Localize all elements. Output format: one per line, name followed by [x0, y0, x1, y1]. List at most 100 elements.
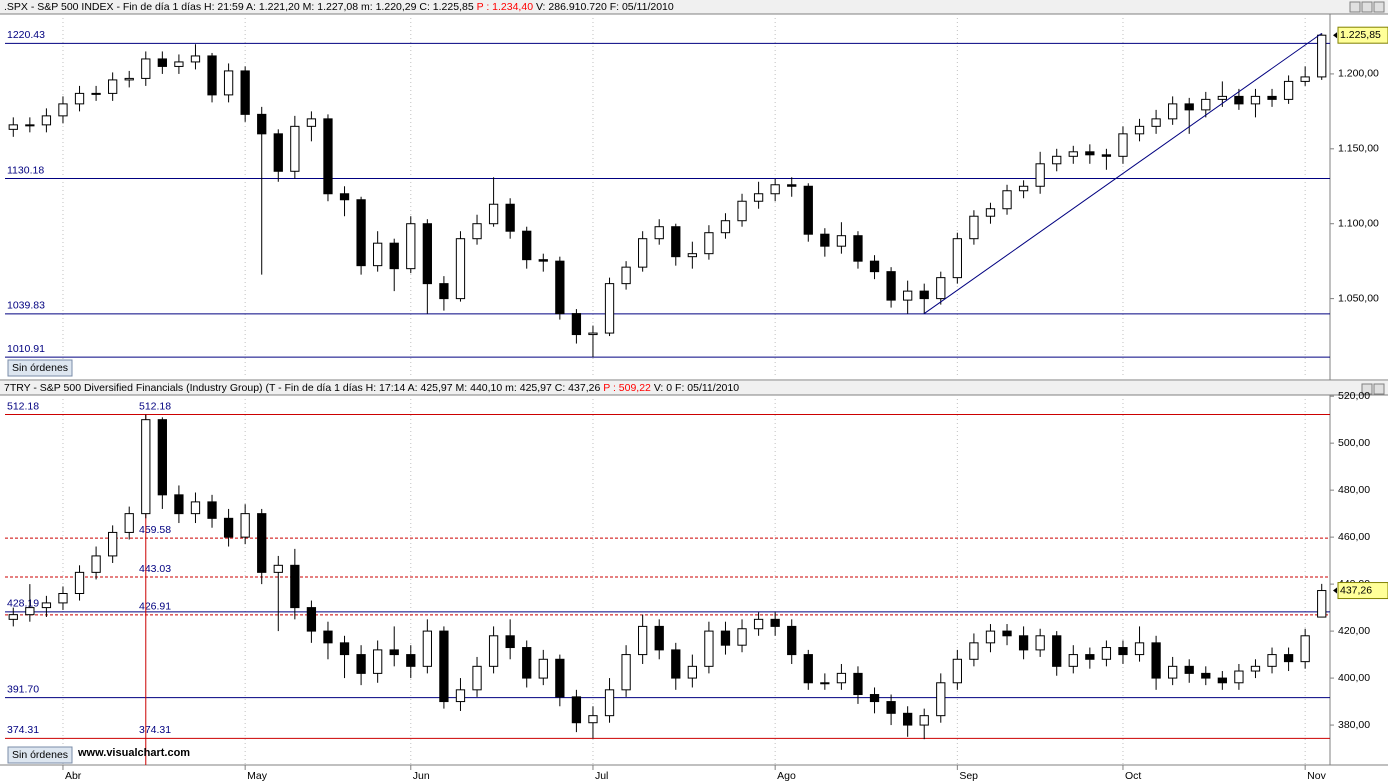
candle-body	[108, 531, 118, 557]
candle-body	[853, 235, 863, 262]
candle-body	[207, 55, 217, 96]
candle-body	[555, 260, 565, 315]
candle-body	[157, 58, 167, 67]
candle-body	[174, 61, 184, 67]
candle-body	[720, 220, 731, 234]
candle-body	[704, 232, 714, 255]
candle-body	[1250, 95, 1261, 105]
candle-body	[190, 55, 201, 63]
candle-body	[638, 238, 648, 268]
candle-body	[522, 647, 532, 679]
candle-body	[1052, 635, 1062, 667]
candle-body	[638, 625, 648, 656]
orders-button[interactable]	[7, 746, 73, 764]
candle-body	[472, 223, 482, 240]
candle-body	[820, 682, 830, 685]
candle-body	[571, 696, 582, 724]
minimize-button[interactable]	[1349, 1, 1361, 13]
candle-body	[1002, 190, 1012, 210]
candle-body	[389, 242, 399, 270]
candle-body	[1085, 654, 1095, 660]
close-button[interactable]	[1373, 1, 1385, 13]
candle-body	[1234, 95, 1244, 105]
header-bar	[0, 0, 1388, 14]
candle-body	[1118, 133, 1128, 157]
candle-body	[406, 654, 416, 667]
x-tick-label: Jun	[413, 770, 430, 782]
candle-body	[1317, 590, 1327, 618]
candle-body	[671, 226, 681, 258]
candle-body	[1068, 654, 1078, 667]
candle-body	[820, 233, 830, 247]
x-tick-label: Sep	[959, 770, 978, 782]
trendline	[923, 32, 1323, 314]
candle-body	[190, 501, 201, 515]
candle-body	[74, 92, 85, 105]
candle-body	[936, 682, 946, 717]
level-label: 426.91	[139, 601, 171, 613]
candle-body	[339, 193, 350, 201]
maximize-button[interactable]	[1361, 1, 1373, 13]
candle-body	[41, 602, 52, 609]
x-tick-label: Abr	[65, 770, 82, 782]
level-label: 443.03	[139, 563, 171, 575]
candle-body	[25, 124, 35, 127]
candle-body	[323, 630, 333, 644]
candle-body	[306, 607, 317, 632]
candle-body	[538, 259, 548, 262]
y-tick-label: 520,00	[1338, 390, 1370, 402]
y-tick-label: 400,00	[1338, 672, 1370, 684]
candle-body	[339, 642, 350, 656]
candle-body	[1035, 163, 1045, 187]
candle-body	[1085, 151, 1095, 156]
level-label: 428.19	[7, 598, 39, 610]
orders-button[interactable]	[7, 359, 73, 377]
candle-body	[141, 58, 151, 79]
candle-body	[8, 124, 18, 130]
candle-body	[58, 593, 68, 604]
candle-body	[952, 238, 962, 279]
candle-body	[604, 689, 615, 717]
watermark: www.visualchart.com	[77, 747, 190, 759]
candle-body	[240, 513, 250, 538]
candle-body	[1068, 151, 1078, 157]
candle-body	[1184, 103, 1194, 111]
candle-body	[588, 332, 598, 336]
candle-body	[555, 658, 565, 698]
candle-body	[604, 283, 615, 334]
candle-body	[753, 193, 764, 202]
candle-body	[25, 607, 35, 616]
level-label: 1220.43	[7, 29, 45, 41]
candle-body	[455, 238, 466, 300]
level-label: 391.70	[7, 683, 39, 695]
y-tick-label: 1.150,00	[1338, 143, 1379, 155]
candle-body	[969, 215, 979, 240]
candle-body	[704, 630, 714, 667]
level-label: 512.18	[139, 400, 171, 412]
level-label: 374.31	[139, 724, 171, 736]
header-bar	[0, 381, 1388, 395]
candle-body	[969, 642, 979, 660]
candle-body	[257, 513, 267, 573]
candle-body	[488, 635, 499, 667]
close-button[interactable]	[1373, 383, 1385, 395]
header-segment: P : 509,22	[603, 382, 651, 394]
candle-body	[41, 115, 52, 126]
candle-body	[803, 185, 813, 235]
candle-body	[919, 715, 929, 726]
candle-body	[588, 715, 598, 724]
window-buttons	[1349, 1, 1385, 395]
header-segment: P : 1.234,40	[477, 1, 534, 13]
candle-body	[1234, 670, 1244, 684]
candle-body	[1168, 665, 1178, 679]
candle-body	[1267, 95, 1277, 100]
candle-body	[389, 649, 399, 656]
candle-body	[91, 555, 101, 573]
maximize-button[interactable]	[1361, 383, 1373, 395]
candle-body	[903, 712, 913, 726]
candle-body	[455, 689, 466, 703]
level-label: 374.31	[7, 724, 39, 736]
candle-body	[505, 635, 515, 649]
candle-body	[936, 277, 946, 300]
